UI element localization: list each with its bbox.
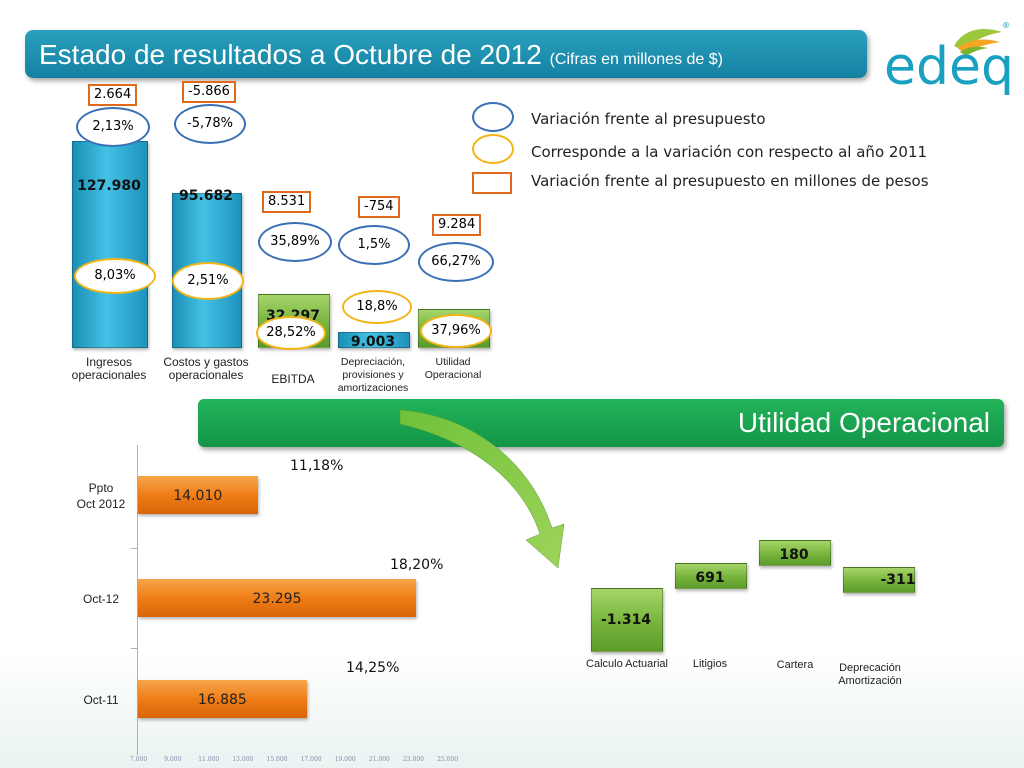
section-title: Utilidad Operacional [737, 407, 990, 438]
waterfall-category-2: Cartera [765, 659, 825, 672]
x-tick-label-8: 23.000 [402, 756, 424, 763]
legend-orange-rect-icon [472, 172, 512, 194]
yoy-variation-pct-3: 18,8% [342, 290, 412, 324]
row-separator-0 [131, 548, 137, 549]
margin-label-0: 11,18% [290, 458, 344, 474]
title-subtitle: (Cifras en millones de $) [549, 51, 723, 68]
row-label-line: Oct-11 [83, 693, 119, 707]
budget-variation-millions-4: 9.284 [432, 214, 482, 236]
budget-variation-millions-3: -754 [358, 196, 400, 218]
budget-variation-millions-0: 2.664 [88, 84, 138, 106]
bar-value-label-0: 127.980 [77, 178, 141, 194]
category-label-3: Depreciación, provisiones y amortizaciones [323, 356, 423, 395]
hbar-value-label-2: 16.885 [197, 692, 247, 708]
x-tick-label-3: 13.000 [232, 756, 254, 763]
title-bar: Estado de resultados a Octubre de 2012 (… [25, 30, 867, 78]
category-line: Ingresos [85, 355, 133, 369]
edeq-logo-graphic: edeq ® [884, 21, 1014, 97]
waterfall-category-line: Litigios [692, 658, 728, 670]
budget-variation-millions-2: 8.531 [262, 191, 312, 213]
x-tick-label-6: 19.000 [334, 756, 356, 763]
bar-3 [338, 331, 410, 348]
hbar-value-label-1: 23.295 [252, 591, 302, 607]
hbar-0 [138, 476, 258, 514]
row-label-1: Oct-12 [66, 591, 136, 607]
category-label-2: EBITDA [243, 373, 343, 386]
row-label-line: Oct-12 [82, 592, 119, 606]
bar-value-label-1: 95.682 [178, 188, 234, 204]
margin-label-2: 14,25% [346, 660, 400, 676]
waterfall-category-line: Amortización [838, 675, 902, 687]
x-tick-label-4: 15.000 [266, 756, 288, 763]
waterfall-value-label-0: -1.314 [600, 612, 652, 628]
yoy-variation-pct-4: 37,96% [420, 314, 492, 348]
section-bar: Utilidad Operacional [198, 399, 1004, 447]
x-tick-label-9: 25.000 [437, 756, 459, 763]
yoy-variation-pct-2: 28,52% [256, 316, 326, 350]
logo-wordmark: edeq [884, 37, 1014, 97]
curved-arrow-icon [399, 409, 565, 569]
hbar-1 [138, 579, 416, 617]
category-line: operacionales [71, 368, 147, 382]
legend-yellow-ellipse-icon [472, 134, 514, 164]
yoy-variation-pct-0: 8,03% [74, 258, 156, 294]
category-line: EBITDA [271, 372, 315, 386]
legend-label-2011-variation: Corresponde a la variación con respecto … [531, 143, 928, 161]
category-line: Utilidad [435, 356, 471, 368]
category-line: amortizaciones [337, 382, 409, 394]
waterfall-value-label-3: -311 [880, 572, 916, 588]
category-line: Costos y gastos [163, 355, 249, 369]
waterfall-category-3: Deprecación Amortización [820, 662, 920, 688]
row-separator-1 [131, 648, 137, 649]
budget-variation-pct-0: 2,13% [76, 107, 150, 147]
category-line: Operacional [424, 369, 482, 381]
x-tick-label-5: 17.000 [300, 756, 322, 763]
budget-variation-pct-1: -5,78% [174, 104, 246, 144]
budget-variation-pct-4: 66,27% [418, 242, 494, 282]
bar-0 [72, 141, 148, 348]
x-tick-label-7: 21.000 [368, 756, 390, 763]
budget-variation-millions-1: -5.866 [182, 81, 236, 103]
row-label-0: Ppto Oct 2012 [66, 480, 136, 512]
svg-text:®: ® [1002, 21, 1010, 30]
waterfall-category-1: Litigios [680, 658, 740, 671]
category-label-1: Costos y gastos operacionales [156, 356, 256, 382]
waterfall-value-label-1: 691 [695, 570, 725, 586]
waterfall-category-line: Cartera [776, 659, 814, 671]
hbar-2 [138, 680, 307, 718]
bar-value-label-3: 9.003 [350, 333, 396, 350]
legend-label-budget-variation: Variación frente al presupuesto [531, 110, 766, 128]
category-line: provisiones y [342, 369, 404, 381]
waterfall-bar-3 [843, 567, 915, 593]
waterfall-category-line: Deprecación [839, 662, 901, 674]
x-tick-label-0: 7.000 [130, 756, 148, 763]
waterfall-category-0: Calculo Actuarial [577, 658, 677, 671]
row-label-line: Oct 2012 [76, 497, 126, 511]
y-axis-line [137, 445, 138, 755]
page-title: Estado de resultados a Octubre de 2012 (… [39, 39, 723, 71]
edeq-logo: edeq ® [884, 18, 1014, 98]
title-main: Estado de resultados a Octubre de 2012 [39, 39, 542, 70]
category-label-4: Utilidad Operacional [403, 356, 503, 382]
waterfall-value-label-2: 180 [779, 547, 809, 563]
legend-blue-ellipse-icon [472, 102, 514, 132]
legend-label-budget-millions: Variación frente al presupuesto en millo… [531, 172, 929, 190]
waterfall-bar-2 [759, 540, 831, 566]
waterfall-bar-0 [591, 588, 663, 652]
x-tick-label-2: 11.000 [198, 756, 220, 763]
budget-variation-pct-3: 1,5% [338, 225, 410, 265]
waterfall-category-line: Calculo Actuarial [586, 658, 668, 670]
margin-label-1: 18,20% [390, 557, 444, 573]
x-tick-label-1: 9.000 [164, 756, 182, 763]
hbar-value-label-0: 14.010 [173, 488, 223, 504]
row-label-2: Oct-11 [66, 692, 136, 708]
category-line: Depreciación, [340, 356, 406, 368]
yoy-variation-pct-1: 2,51% [172, 262, 244, 300]
category-label-0: Ingresos operacionales [59, 356, 159, 382]
waterfall-bar-1 [675, 563, 747, 589]
budget-variation-pct-2: 35,89% [258, 222, 332, 262]
row-label-line: Ppto [88, 481, 114, 495]
category-line: operacionales [168, 368, 244, 382]
